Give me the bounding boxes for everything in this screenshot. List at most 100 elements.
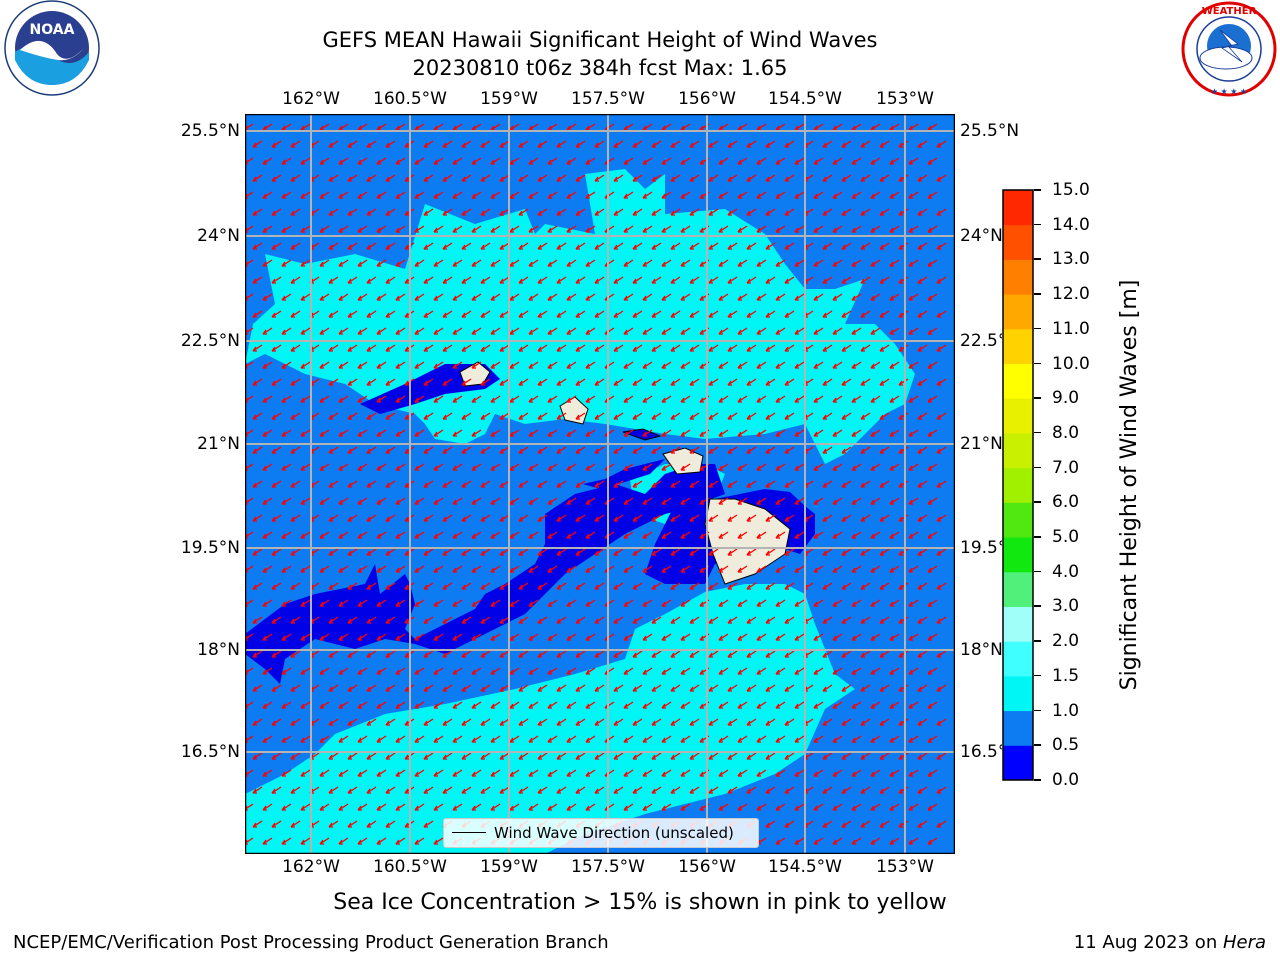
wave-direction-arrow: [822, 378, 833, 386]
wave-direction-arrow: [936, 276, 947, 284]
wave-direction-arrow: [414, 701, 425, 709]
wave-direction-arrow: [822, 446, 833, 454]
legend-label: Wind Wave Direction (unscaled): [494, 824, 734, 842]
wave-direction-arrow: [338, 157, 349, 165]
wave-direction-arrow: [290, 140, 301, 148]
wave-direction-arrow: [727, 786, 738, 794]
wave-direction-arrow: [737, 769, 748, 777]
wave-direction-arrow: [528, 633, 539, 641]
wave-direction-arrow: [708, 548, 719, 556]
wave-direction-arrow: [252, 684, 263, 692]
wave-direction-arrow: [471, 293, 482, 301]
wave-direction-arrow: [775, 395, 786, 403]
island-molokai: [622, 428, 662, 441]
wave-direction-arrow: [718, 157, 729, 165]
wave-direction-arrow: [870, 157, 881, 165]
wave-direction-arrow: [262, 599, 273, 607]
wave-direction-arrow: [765, 310, 776, 318]
wave-direction-arrow: [651, 310, 662, 318]
wave-direction-arrow: [490, 225, 501, 233]
wave-direction-arrow: [528, 463, 539, 471]
wave-direction-arrow: [927, 531, 938, 539]
wave-direction-arrow: [623, 599, 634, 607]
wave-direction-arrow: [813, 735, 824, 743]
wave-direction-arrow: [585, 191, 596, 199]
wave-direction-arrow: [756, 259, 767, 267]
wave-direction-arrow: [727, 276, 738, 284]
wave-direction-arrow: [518, 242, 529, 250]
wave-direction-arrow: [651, 548, 662, 556]
wave-direction-arrow: [547, 803, 558, 811]
wave-direction-arrow: [927, 667, 938, 675]
wave-direction-arrow: [870, 463, 881, 471]
wave-direction-arrow: [385, 548, 396, 556]
wave-direction-arrow: [651, 378, 662, 386]
wave-direction-arrow: [290, 820, 301, 828]
wave-direction-arrow: [347, 616, 358, 624]
wave-direction-arrow: [860, 310, 871, 318]
wave-direction-arrow: [518, 684, 529, 692]
wave-direction-arrow: [594, 786, 605, 794]
wave-direction-arrow: [623, 361, 634, 369]
wave-direction-arrow: [727, 752, 738, 760]
wave-direction-arrow: [490, 735, 501, 743]
wave-direction-arrow: [262, 191, 273, 199]
wave-direction-arrow: [680, 429, 691, 437]
wave-direction-arrow: [680, 599, 691, 607]
wave-direction-arrow: [632, 480, 643, 488]
wave-direction-arrow: [670, 616, 681, 624]
wave-direction-arrow: [746, 684, 757, 692]
wave-direction-arrow: [765, 650, 776, 658]
wave-direction-arrow: [613, 616, 624, 624]
wave-direction-arrow: [708, 616, 719, 624]
wave-direction-arrow: [366, 786, 377, 794]
wave-direction-arrow: [765, 718, 776, 726]
wave-direction-arrow: [252, 786, 263, 794]
wave-direction-arrow: [708, 140, 719, 148]
wave-direction-arrow: [271, 480, 282, 488]
wave-direction-arrow: [262, 293, 273, 301]
wave-direction-arrow: [898, 616, 909, 624]
wave-direction-arrow: [281, 701, 292, 709]
wave-direction-arrow: [718, 531, 729, 539]
wave-direction-arrow: [547, 599, 558, 607]
wave-direction-arrow: [870, 633, 881, 641]
wave-direction-arrow: [499, 548, 510, 556]
wave-direction-arrow: [575, 140, 586, 148]
wave-direction-arrow: [841, 548, 852, 556]
wave-direction-arrow: [319, 463, 330, 471]
colorbar-tick-mark: [1034, 431, 1041, 434]
wave-direction-arrow: [670, 582, 681, 590]
wave-direction-arrow: [689, 208, 700, 216]
wave-direction-arrow: [566, 191, 577, 199]
wave-direction-arrow: [271, 718, 282, 726]
wave-direction-arrow: [851, 735, 862, 743]
wave-direction-arrow: [870, 837, 881, 845]
colorbar-tick-mark: [1034, 605, 1041, 607]
wave-direction-arrow: [528, 293, 539, 301]
wave-direction-arrow: [366, 684, 377, 692]
wave-direction-arrow: [366, 378, 377, 386]
wave-direction-arrow: [490, 565, 501, 573]
colorbar: [1002, 189, 1034, 781]
wave-direction-arrow: [414, 599, 425, 607]
wave-direction-arrow: [423, 140, 434, 148]
wave-direction-arrow: [414, 327, 425, 335]
wave-direction-arrow: [461, 242, 472, 250]
wave-direction-arrow: [366, 446, 377, 454]
wave-direction-arrow: [832, 531, 843, 539]
wave-direction-arrow: [746, 242, 757, 250]
wave-direction-arrow: [366, 412, 377, 420]
wave-direction-arrow: [556, 582, 567, 590]
wave-direction-arrow: [319, 293, 330, 301]
wave-direction-arrow: [670, 650, 681, 658]
wave-direction-arrow: [328, 412, 339, 420]
wave-direction-arrow: [642, 191, 653, 199]
wave-direction-arrow: [689, 514, 700, 522]
wave-direction-arrow: [889, 429, 900, 437]
wave-direction-arrow: [423, 718, 434, 726]
longitude-label: 154.5°W: [768, 89, 842, 109]
wave-direction-arrow: [566, 599, 577, 607]
wave-direction-arrow: [851, 157, 862, 165]
wave-direction-arrow: [471, 803, 482, 811]
